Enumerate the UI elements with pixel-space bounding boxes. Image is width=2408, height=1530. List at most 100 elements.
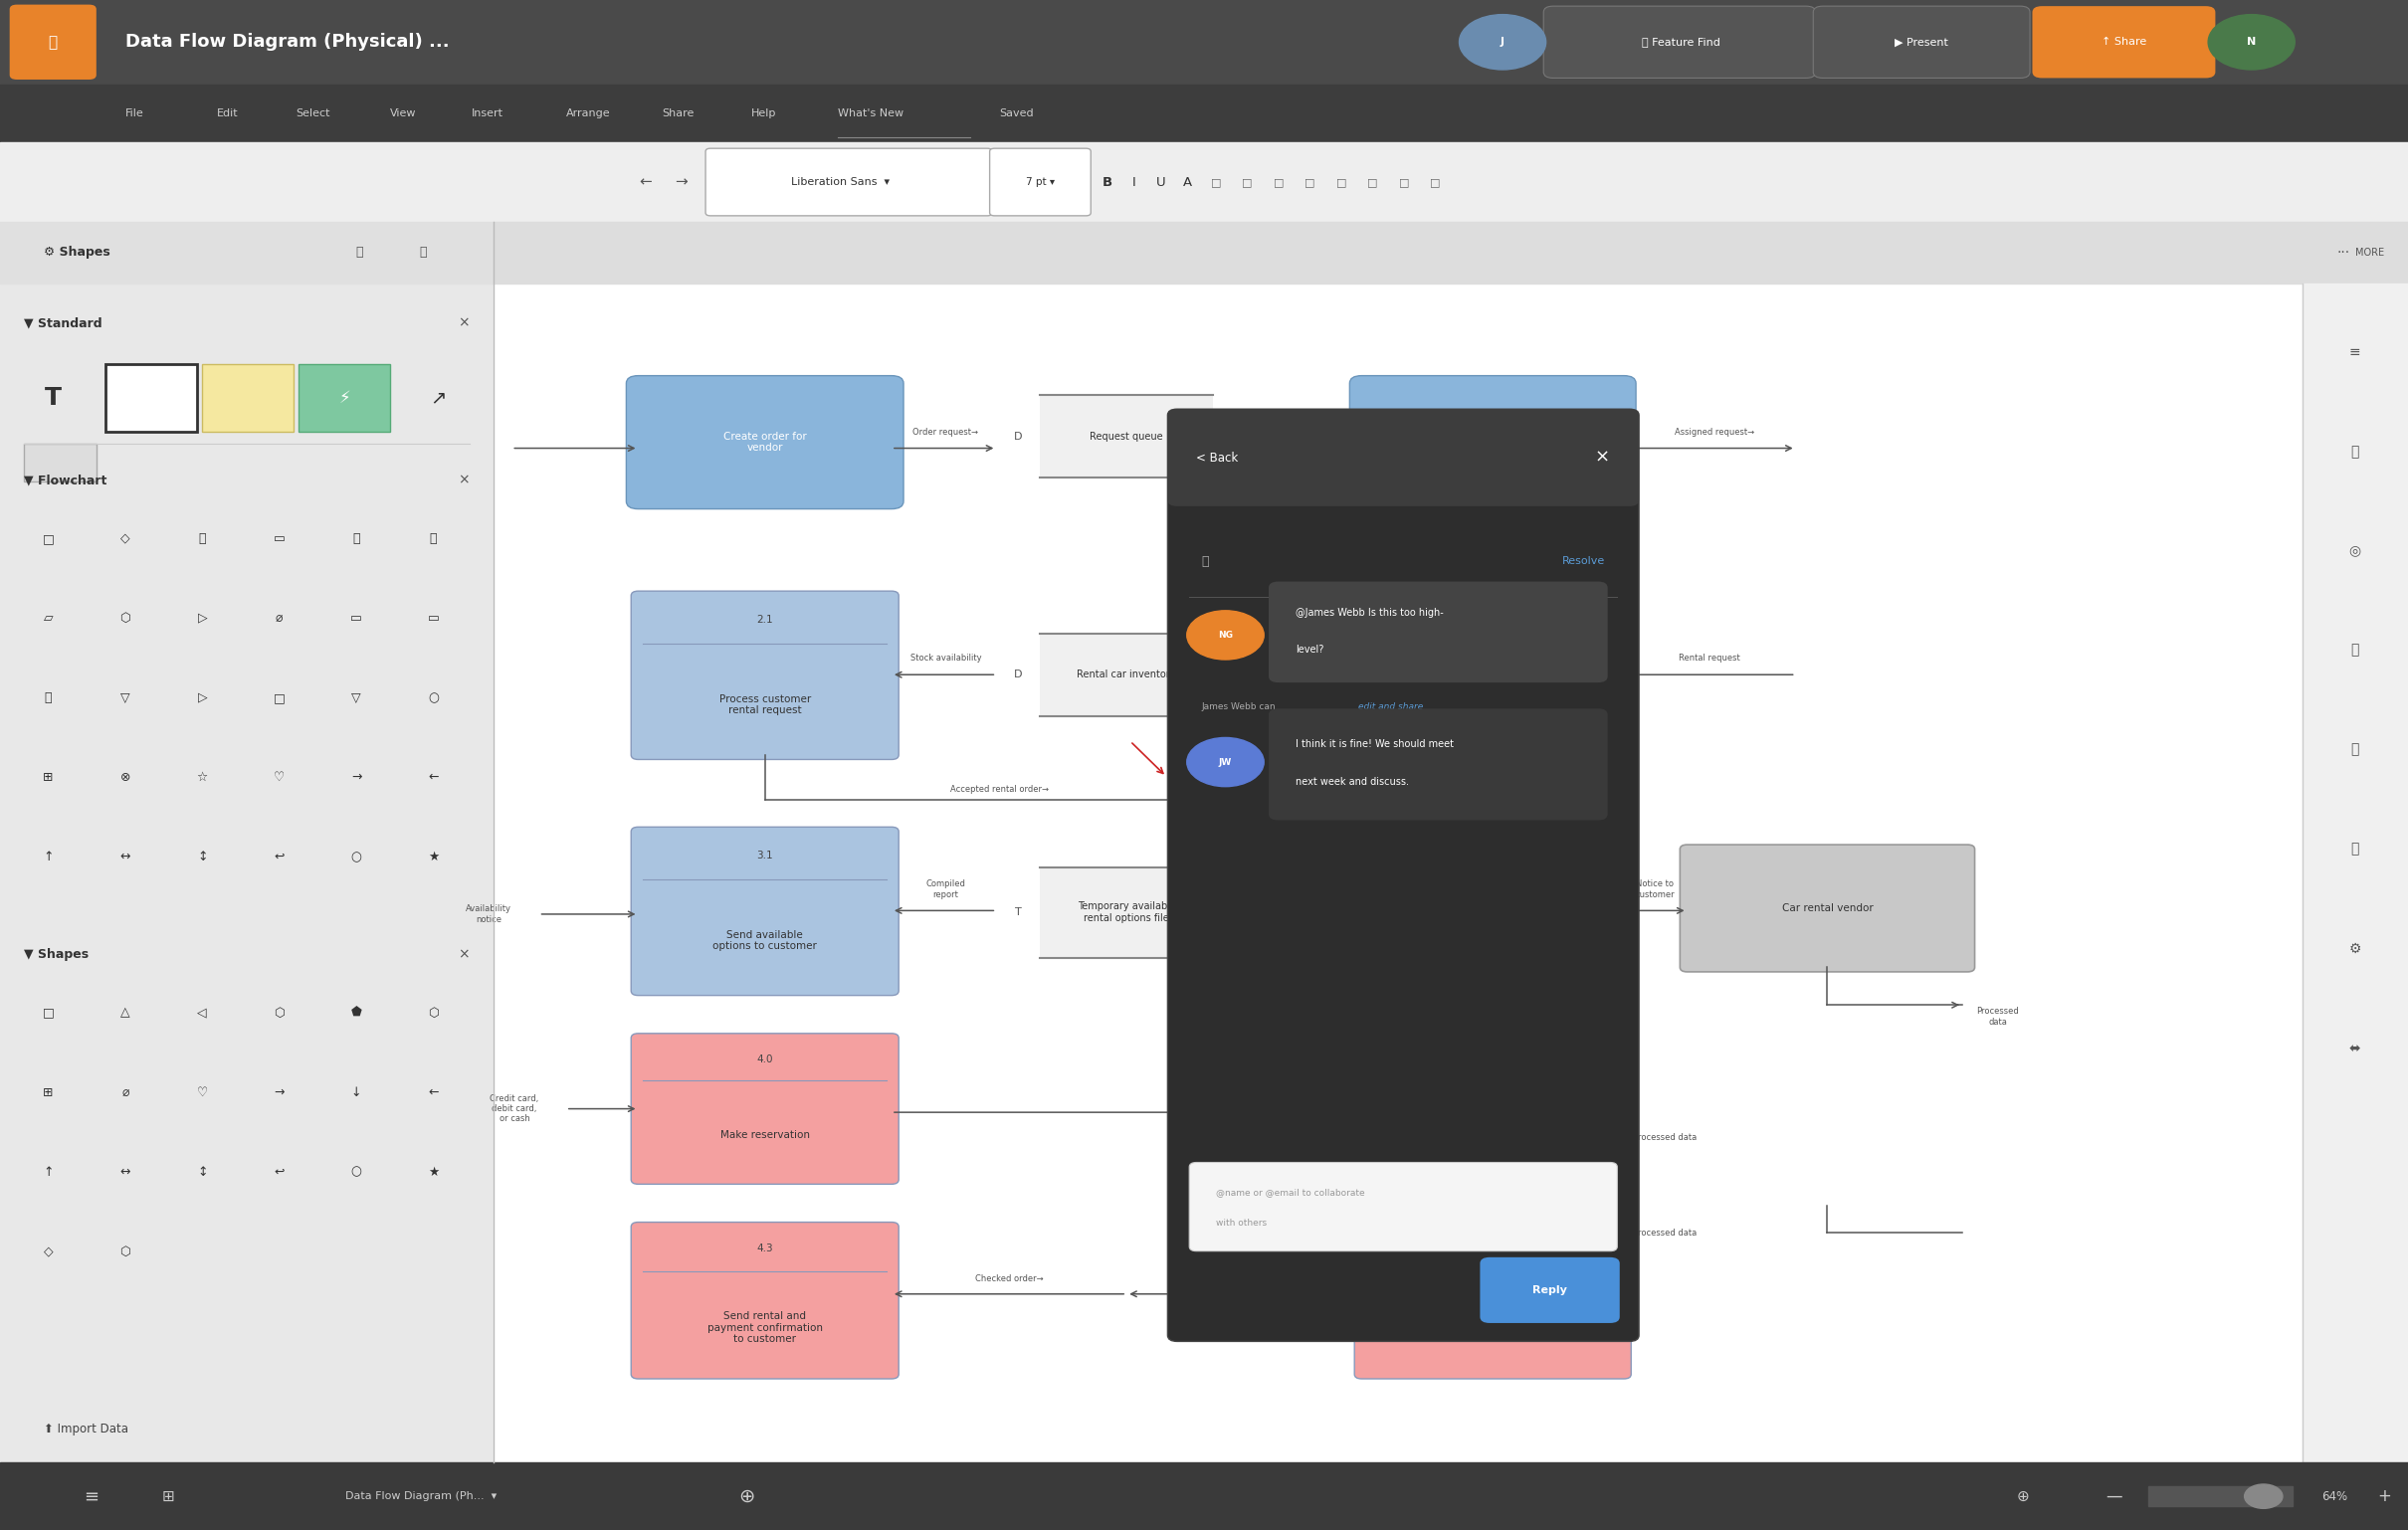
FancyBboxPatch shape	[1168, 409, 1640, 506]
Circle shape	[1187, 610, 1264, 659]
Text: ⬡: ⬡	[120, 612, 130, 624]
Text: ▼ Standard: ▼ Standard	[24, 317, 101, 329]
Text: J: J	[1500, 37, 1505, 47]
Text: ⚙ Shapes: ⚙ Shapes	[43, 246, 111, 259]
Text: □: □	[275, 692, 284, 704]
Text: ⬭: ⬭	[197, 532, 207, 545]
Text: Saved: Saved	[999, 109, 1033, 118]
Text: ×: ×	[458, 947, 470, 962]
Text: ◇: ◇	[43, 1245, 53, 1258]
Text: Availability
notice: Availability notice	[467, 904, 513, 924]
Text: 💬: 💬	[2350, 842, 2360, 857]
Text: Rental car inventory: Rental car inventory	[1076, 670, 1175, 679]
Bar	[24, 444, 96, 482]
Text: ⊞: ⊞	[43, 771, 53, 783]
Text: ⊞: ⊞	[43, 1086, 53, 1099]
Bar	[1040, 633, 1214, 716]
Bar	[1040, 395, 1214, 477]
Bar	[1040, 868, 1214, 958]
Bar	[494, 222, 2408, 283]
Text: T: T	[43, 386, 63, 410]
Text: Assign order to
specific vendor: Assign order to specific vendor	[1454, 431, 1531, 453]
Bar	[0, 84, 2408, 142]
Text: edit and share: edit and share	[1358, 702, 1423, 711]
Text: ↗: ↗	[431, 389, 445, 407]
Text: □: □	[1368, 177, 1377, 187]
Text: N: N	[2247, 37, 2256, 47]
FancyBboxPatch shape	[1190, 1163, 1618, 1252]
FancyBboxPatch shape	[1168, 409, 1640, 1342]
FancyBboxPatch shape	[1269, 581, 1609, 682]
Text: Process customer
rental request: Process customer rental request	[720, 695, 811, 716]
Text: Create order for
vendor: Create order for vendor	[722, 431, 807, 453]
Bar	[2148, 1486, 2292, 1507]
Text: ×: ×	[458, 315, 470, 330]
Text: Processed data: Processed data	[1633, 1229, 1698, 1238]
Text: ▷: ▷	[197, 692, 207, 704]
Text: ↑: ↑	[43, 1166, 53, 1178]
Text: □: □	[1211, 177, 1221, 187]
Circle shape	[2208, 15, 2295, 69]
Text: Order request→: Order request→	[913, 427, 978, 436]
Text: What's New: What's New	[838, 109, 903, 118]
Text: Sorted request→: Sorted request→	[1255, 427, 1324, 436]
Text: ⬡: ⬡	[120, 1245, 130, 1258]
Text: Liberation Sans  ▾: Liberation Sans ▾	[792, 177, 889, 187]
Text: ◇: ◇	[120, 532, 130, 545]
Text: level?: level?	[1296, 644, 1324, 655]
Text: ▭: ▭	[429, 612, 438, 624]
Text: ⌣: ⌣	[43, 692, 53, 704]
FancyBboxPatch shape	[2032, 6, 2215, 78]
Text: 📍: 📍	[1202, 555, 1209, 568]
Text: Temporary available
rental options file: Temporary available rental options file	[1076, 901, 1175, 923]
Text: ⬟: ⬟	[352, 1007, 361, 1019]
Text: ···: ···	[2338, 245, 2350, 260]
Text: ⌀: ⌀	[120, 1086, 130, 1099]
Text: Credit card,
debit card,
or cash: Credit card, debit card, or cash	[489, 1094, 539, 1123]
FancyBboxPatch shape	[1269, 708, 1609, 820]
FancyBboxPatch shape	[631, 1222, 898, 1379]
Text: →: →	[674, 174, 689, 190]
FancyBboxPatch shape	[706, 148, 992, 216]
FancyBboxPatch shape	[631, 1033, 898, 1184]
Text: ←: ←	[429, 771, 438, 783]
Text: ↔: ↔	[120, 851, 130, 863]
Bar	[2302, 283, 2408, 1463]
Text: ↕: ↕	[197, 1166, 207, 1178]
Text: 📄: 📄	[48, 35, 58, 49]
Text: ×: ×	[1594, 448, 1611, 467]
FancyBboxPatch shape	[1353, 828, 1630, 996]
Text: Assigned request→: Assigned request→	[1674, 427, 1753, 436]
Text: 7 pt ▾: 7 pt ▾	[1026, 177, 1055, 187]
FancyBboxPatch shape	[1353, 591, 1630, 759]
Text: JW: JW	[1218, 757, 1233, 767]
FancyBboxPatch shape	[631, 591, 898, 759]
Text: ←: ←	[638, 174, 653, 190]
Text: Processed data: Processed data	[1633, 1132, 1698, 1141]
Text: △: △	[120, 1007, 130, 1019]
Text: □: □	[43, 532, 53, 545]
Bar	[0, 283, 494, 1463]
Text: Checked order→: Checked order→	[975, 1274, 1043, 1284]
Text: ⚡: ⚡	[340, 389, 349, 407]
Text: —: —	[2107, 1487, 2121, 1506]
FancyBboxPatch shape	[1353, 1010, 1630, 1210]
Text: ⚙: ⚙	[2348, 941, 2362, 956]
Text: ▱: ▱	[43, 612, 53, 624]
Text: Compiled
report: Compiled report	[927, 880, 966, 898]
FancyBboxPatch shape	[626, 376, 903, 509]
Text: ♡: ♡	[275, 771, 284, 783]
Text: U: U	[1156, 176, 1165, 188]
FancyBboxPatch shape	[299, 364, 390, 431]
Text: Stock availability: Stock availability	[910, 653, 982, 662]
Text: ↓: ↓	[352, 1086, 361, 1099]
Text: I think it is fine! We should meet: I think it is fine! We should meet	[1296, 739, 1454, 750]
Bar	[0, 1463, 2408, 1530]
Text: ⊕: ⊕	[739, 1487, 754, 1506]
Text: 🔍: 🔍	[419, 246, 426, 259]
Text: ⌒: ⌒	[429, 532, 438, 545]
Text: ▶ Present: ▶ Present	[1895, 37, 1948, 47]
Text: ↑ Share: ↑ Share	[2102, 37, 2146, 47]
Text: 2.0: 2.0	[1486, 615, 1500, 624]
Text: Resolve: Resolve	[1563, 557, 1606, 566]
